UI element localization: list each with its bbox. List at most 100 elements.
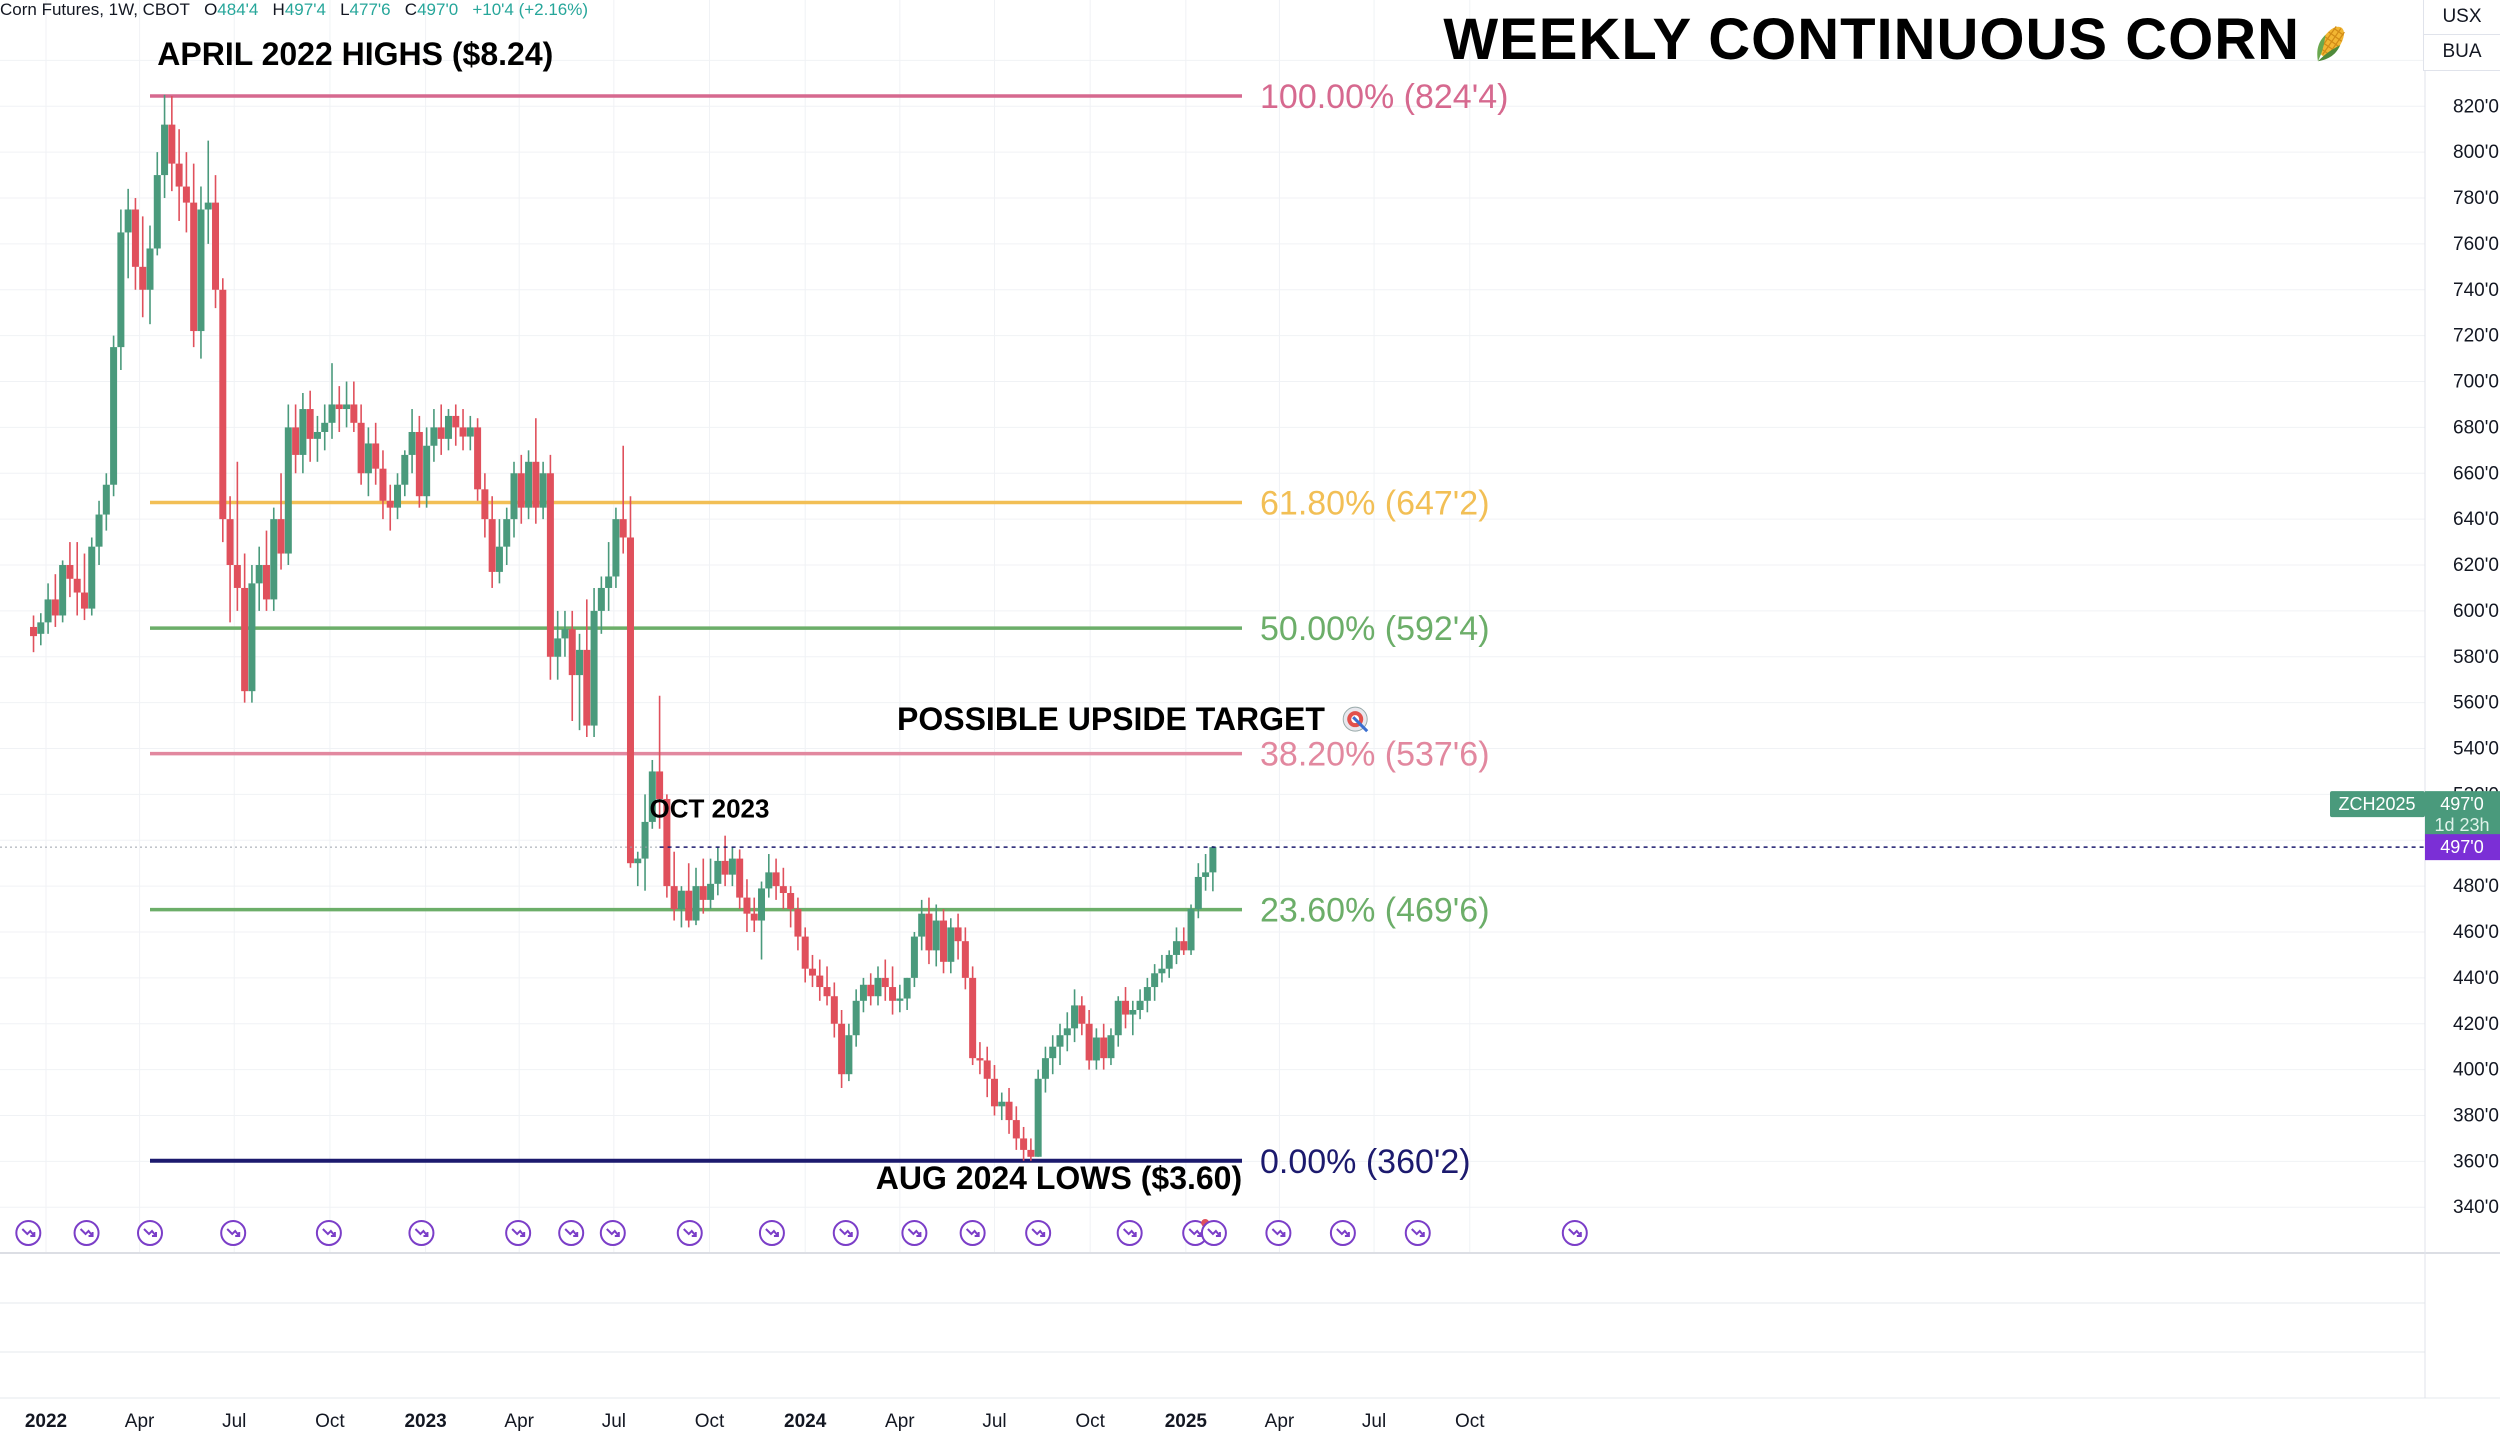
candle[interactable] bbox=[226, 496, 234, 623]
candle[interactable] bbox=[430, 409, 438, 462]
candle[interactable] bbox=[51, 574, 59, 627]
candle[interactable] bbox=[867, 973, 875, 1006]
event-icon[interactable] bbox=[220, 1220, 247, 1246]
candle[interactable] bbox=[124, 188, 132, 279]
candle[interactable] bbox=[408, 409, 416, 474]
candle[interactable] bbox=[248, 565, 256, 703]
candle[interactable] bbox=[495, 519, 503, 584]
candle[interactable] bbox=[102, 473, 110, 531]
candle[interactable] bbox=[1078, 996, 1086, 1036]
candle[interactable] bbox=[881, 959, 889, 1001]
event-icon[interactable] bbox=[676, 1220, 703, 1246]
event-icon[interactable] bbox=[1561, 1220, 1588, 1246]
candle[interactable] bbox=[685, 863, 693, 928]
candle[interactable] bbox=[423, 427, 431, 508]
candle[interactable] bbox=[364, 427, 372, 497]
candle[interactable] bbox=[1202, 854, 1210, 891]
candle[interactable] bbox=[1209, 845, 1217, 892]
candle[interactable] bbox=[233, 461, 241, 611]
event-icon[interactable] bbox=[901, 1220, 928, 1246]
candle[interactable] bbox=[1071, 989, 1079, 1043]
candle[interactable] bbox=[626, 496, 634, 868]
candle[interactable] bbox=[335, 386, 343, 432]
candle[interactable] bbox=[1143, 977, 1151, 1013]
candle[interactable] bbox=[969, 966, 977, 1066]
candle[interactable] bbox=[30, 615, 38, 653]
candle[interactable] bbox=[1187, 904, 1195, 955]
candle[interactable] bbox=[401, 450, 409, 497]
candle[interactable] bbox=[597, 576, 605, 634]
candle[interactable] bbox=[539, 461, 547, 520]
candle[interactable] bbox=[1136, 989, 1144, 1020]
candle[interactable] bbox=[1056, 1023, 1064, 1066]
candle[interactable] bbox=[1027, 1138, 1035, 1161]
event-icon[interactable] bbox=[959, 1220, 986, 1246]
candle[interactable] bbox=[772, 858, 780, 900]
candle[interactable] bbox=[379, 450, 387, 520]
candle[interactable] bbox=[1041, 1046, 1049, 1093]
candle[interactable] bbox=[466, 415, 474, 451]
candle[interactable] bbox=[830, 982, 838, 1038]
candle[interactable] bbox=[889, 966, 897, 1015]
candle[interactable] bbox=[415, 415, 423, 508]
candle[interactable] bbox=[1165, 950, 1173, 978]
candle[interactable] bbox=[721, 835, 729, 887]
candle[interactable] bbox=[197, 186, 205, 359]
candle[interactable] bbox=[153, 152, 161, 256]
candle[interactable] bbox=[692, 867, 700, 926]
candle[interactable] bbox=[110, 335, 118, 497]
candle[interactable] bbox=[568, 610, 576, 721]
candle[interactable] bbox=[1194, 863, 1202, 919]
candle[interactable] bbox=[1151, 964, 1159, 1001]
candle[interactable] bbox=[859, 977, 867, 1013]
candle[interactable] bbox=[343, 381, 351, 428]
currency-label[interactable]: USX bbox=[2424, 0, 2500, 35]
candle[interactable] bbox=[758, 881, 766, 960]
candle[interactable] bbox=[212, 175, 220, 309]
event-icon[interactable] bbox=[73, 1220, 100, 1246]
candle[interactable] bbox=[95, 500, 103, 566]
candle[interactable] bbox=[816, 959, 824, 1001]
candle[interactable] bbox=[728, 847, 736, 887]
candle[interactable] bbox=[255, 546, 263, 611]
candle[interactable] bbox=[808, 954, 816, 988]
candle[interactable] bbox=[983, 1046, 991, 1098]
candle[interactable] bbox=[947, 918, 955, 974]
candle[interactable] bbox=[677, 886, 685, 928]
candle[interactable] bbox=[37, 613, 45, 646]
candle[interactable] bbox=[940, 909, 948, 974]
candle[interactable] bbox=[1034, 1069, 1042, 1157]
candle[interactable] bbox=[270, 507, 278, 611]
candle[interactable] bbox=[1114, 996, 1122, 1047]
candle[interactable] bbox=[1122, 987, 1130, 1029]
candle[interactable] bbox=[1172, 927, 1180, 965]
candle[interactable] bbox=[503, 507, 511, 566]
candle[interactable] bbox=[546, 454, 554, 680]
candle[interactable] bbox=[874, 966, 882, 1006]
candle[interactable] bbox=[990, 1065, 998, 1116]
candle[interactable] bbox=[241, 553, 249, 703]
candle[interactable] bbox=[350, 381, 358, 432]
candle[interactable] bbox=[554, 610, 562, 680]
fibonacci-retracement[interactable]: 100.00% (824'4) 61.80% (647'2) 50.00% (592… bbox=[150, 78, 1508, 1181]
candle[interactable] bbox=[1005, 1087, 1013, 1134]
events-row[interactable] bbox=[15, 1219, 1588, 1246]
candle[interactable] bbox=[976, 1042, 984, 1075]
candle[interactable] bbox=[510, 461, 518, 538]
event-icon[interactable] bbox=[558, 1220, 585, 1246]
candle[interactable] bbox=[954, 913, 962, 960]
candle[interactable] bbox=[284, 404, 292, 566]
event-icon[interactable] bbox=[1265, 1220, 1292, 1246]
candle[interactable] bbox=[714, 847, 722, 896]
candle[interactable] bbox=[88, 537, 96, 616]
candle[interactable] bbox=[918, 899, 926, 951]
event-icon[interactable] bbox=[315, 1220, 342, 1246]
candle[interactable] bbox=[532, 418, 540, 524]
candle[interactable] bbox=[328, 363, 336, 439]
candle[interactable] bbox=[190, 163, 198, 348]
candle[interactable] bbox=[736, 849, 744, 910]
candle[interactable] bbox=[1049, 1035, 1057, 1075]
candle[interactable] bbox=[765, 854, 773, 898]
candle[interactable] bbox=[787, 886, 795, 928]
